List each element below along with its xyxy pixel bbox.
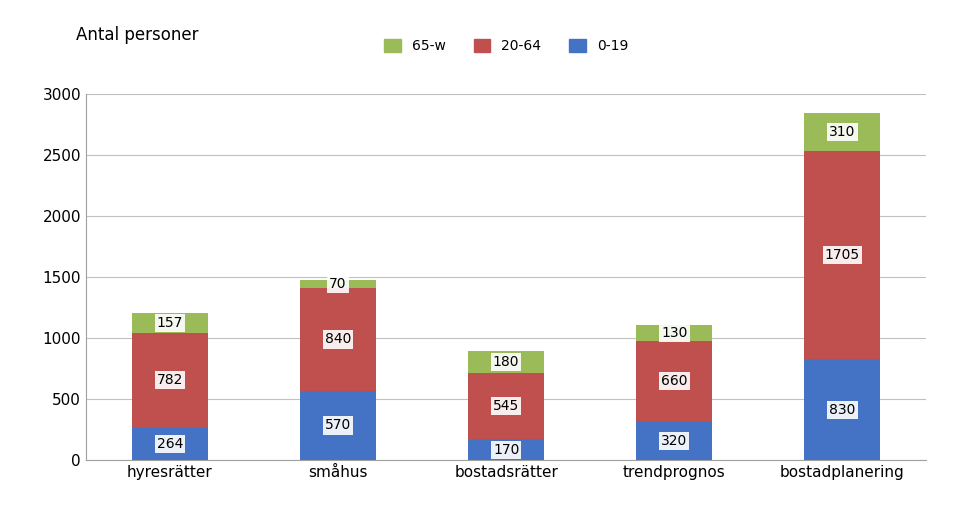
- Bar: [468, 373, 544, 439]
- Text: 840: 840: [325, 333, 351, 346]
- Text: 1705: 1705: [825, 248, 860, 262]
- Bar: [468, 439, 544, 460]
- Text: 545: 545: [493, 399, 520, 413]
- Text: 130: 130: [661, 326, 688, 340]
- Bar: [636, 325, 712, 340]
- Text: 782: 782: [157, 373, 183, 388]
- Text: 830: 830: [829, 403, 856, 417]
- Bar: [132, 313, 208, 333]
- Text: 180: 180: [493, 355, 520, 369]
- Text: 70: 70: [329, 277, 347, 291]
- Bar: [804, 113, 881, 151]
- Bar: [132, 333, 208, 428]
- Bar: [300, 288, 376, 391]
- Bar: [804, 359, 881, 460]
- Bar: [468, 351, 544, 373]
- Bar: [132, 428, 208, 460]
- Bar: [636, 421, 712, 460]
- Bar: [636, 340, 712, 421]
- Text: 570: 570: [325, 418, 351, 433]
- Text: 264: 264: [157, 437, 183, 451]
- Text: 157: 157: [157, 316, 183, 330]
- Bar: [300, 280, 376, 288]
- Text: Antal personer: Antal personer: [76, 26, 199, 44]
- Bar: [804, 151, 881, 359]
- Text: 310: 310: [829, 125, 856, 139]
- Bar: [300, 391, 376, 460]
- Text: 320: 320: [661, 434, 688, 448]
- Text: 170: 170: [493, 443, 520, 457]
- Text: 660: 660: [661, 374, 688, 388]
- Legend: 65-w, 20-64, 0-19: 65-w, 20-64, 0-19: [380, 35, 632, 58]
